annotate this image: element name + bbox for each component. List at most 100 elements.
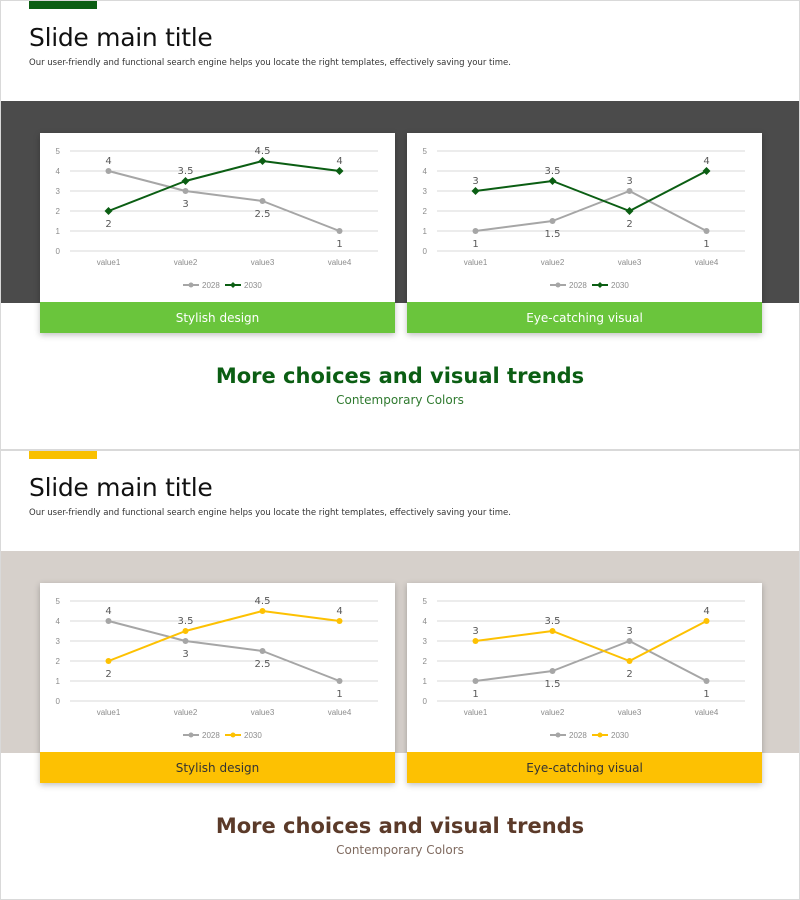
y-tick-label: 2 [56, 657, 61, 666]
card-caption: Eye-catching visual [407, 752, 762, 783]
data-point [105, 658, 112, 664]
data-point [549, 218, 556, 224]
data-point [182, 628, 189, 634]
data-label: 4 [105, 606, 111, 617]
y-tick-label: 5 [56, 597, 61, 606]
legend-label: 2030 [611, 281, 629, 290]
data-label: 3 [472, 176, 478, 187]
x-tick-label: value1 [97, 258, 121, 267]
legend-marker [597, 282, 603, 288]
data-point [703, 228, 710, 234]
data-label: 2 [105, 219, 111, 230]
data-label: 4 [703, 156, 709, 167]
data-label: 1 [336, 239, 342, 250]
data-label: 2 [626, 219, 632, 230]
data-point [702, 167, 711, 175]
data-label: 3.5 [545, 166, 561, 177]
data-label: 4 [336, 606, 342, 617]
y-tick-label: 2 [423, 657, 428, 666]
slide-subtitle: Our user-friendly and functional search … [29, 508, 511, 518]
data-label: 4 [336, 156, 342, 167]
y-tick-label: 1 [423, 227, 428, 236]
line-chart: 0 1 2 3 4 5 value1 value2 value3 value4 4 3 2.5 1 2 3.5… [56, 146, 378, 290]
x-tick-label: value1 [464, 708, 488, 717]
data-label: 3.5 [178, 166, 194, 177]
slide-subtitle: Our user-friendly and functional search … [29, 58, 511, 68]
series-line-2028 [475, 640, 707, 682]
data-point [472, 638, 479, 644]
chart-card-right: 0 1 2 3 4 5 value1 value2 value3 value4 1 1.5 3 1 3 3.5… [407, 133, 762, 333]
data-label: 1 [703, 689, 709, 700]
x-tick-label: value4 [695, 708, 719, 717]
series-line-2030 [108, 610, 340, 662]
data-point [336, 618, 343, 624]
legend-label: 2028 [202, 281, 220, 290]
x-tick-label: value4 [328, 258, 352, 267]
slide-2: Slide main title Our user-friendly and f… [0, 450, 800, 900]
data-label: 2 [105, 669, 111, 680]
legend-label: 2030 [244, 731, 262, 740]
data-label: 1.5 [545, 229, 561, 240]
x-tick-label: value1 [97, 708, 121, 717]
data-label: 3 [472, 626, 478, 637]
data-point [548, 177, 557, 185]
data-label: 4.5 [255, 596, 271, 607]
legend-marker [555, 732, 561, 738]
tagline: More choices and visual trends [215, 364, 585, 388]
series-line-2030 [108, 160, 340, 212]
y-tick-label: 0 [56, 697, 61, 706]
line-chart: 0 1 2 3 4 5 value1 value2 value3 value4 1 1.5 3 1 3 3.5… [423, 597, 745, 740]
data-label: 2.5 [255, 209, 271, 220]
chart-card-left: 0 1 2 3 4 5 value1 value2 value3 value4 4 3 2.5 1 2 3.5… [40, 583, 395, 783]
data-point [104, 207, 113, 215]
data-point [259, 648, 266, 654]
data-point [181, 177, 190, 185]
x-tick-label: value3 [251, 258, 275, 267]
series-line-2030 [475, 620, 707, 662]
legend-marker [597, 732, 603, 738]
data-point [549, 668, 556, 674]
legend-marker [188, 732, 194, 738]
y-tick-label: 4 [56, 617, 61, 626]
y-tick-label: 3 [56, 637, 61, 646]
series-line-2028 [108, 620, 340, 682]
x-tick-label: value2 [174, 708, 198, 717]
data-label: 4 [105, 156, 111, 167]
data-point [336, 678, 343, 684]
accent-bar [29, 451, 97, 459]
data-label: 3 [626, 626, 632, 637]
y-tick-label: 4 [423, 167, 428, 176]
accent-bar [29, 1, 97, 9]
data-point [471, 187, 480, 195]
data-label: 1 [703, 239, 709, 250]
legend-marker [188, 282, 194, 288]
data-label: 3 [182, 199, 188, 210]
series-line-2028 [475, 190, 707, 232]
x-tick-label: value2 [174, 258, 198, 267]
y-tick-label: 3 [423, 187, 428, 196]
y-tick-label: 5 [423, 147, 428, 156]
data-point [258, 157, 267, 165]
data-point [336, 228, 343, 234]
y-tick-label: 4 [56, 167, 61, 176]
data-point [335, 167, 344, 175]
data-point [626, 658, 633, 664]
data-point [259, 198, 266, 204]
data-point [472, 228, 479, 234]
x-tick-label: value2 [541, 708, 565, 717]
y-tick-label: 1 [56, 677, 61, 686]
data-point [626, 188, 633, 194]
y-tick-label: 2 [56, 207, 61, 216]
data-label: 1.5 [545, 679, 561, 690]
data-point [182, 188, 189, 194]
y-tick-label: 2 [423, 207, 428, 216]
x-tick-label: value2 [541, 258, 565, 267]
tagline-subtitle: Contemporary Colors [336, 843, 464, 857]
data-point [105, 168, 112, 174]
tagline-subtitle: Contemporary Colors [336, 393, 464, 407]
legend-marker [230, 282, 236, 288]
tagline: More choices and visual trends [215, 814, 585, 838]
data-point [105, 618, 112, 624]
y-tick-label: 1 [56, 227, 61, 236]
y-tick-label: 0 [56, 247, 61, 256]
